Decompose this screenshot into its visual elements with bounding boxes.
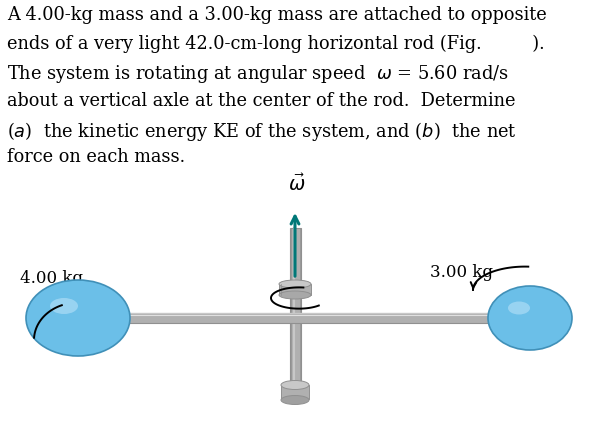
Text: The system is rotating at angular speed  $\omega$ = 5.60 rad/s: The system is rotating at angular speed … [7, 63, 509, 85]
Ellipse shape [50, 298, 78, 314]
Text: force on each mass.: force on each mass. [7, 149, 185, 166]
Text: ($a$)  the kinetic energy KE of the system, and ($b$)  the net: ($a$) the kinetic energy KE of the syste… [7, 120, 517, 143]
Text: A 4.00-kg mass and a 3.00-kg mass are attached to opposite: A 4.00-kg mass and a 3.00-kg mass are at… [7, 6, 547, 24]
Text: ends of a very light 42.0-cm-long horizontal rod (Fig.         ).: ends of a very light 42.0-cm-long horizo… [7, 35, 545, 53]
Ellipse shape [279, 291, 311, 299]
Bar [38, 313, 565, 323]
Text: $\vec{\omega}$: $\vec{\omega}$ [288, 174, 306, 195]
Text: 3.00 kg: 3.00 kg [430, 264, 493, 281]
Text: 4.00 kg: 4.00 kg [20, 270, 83, 287]
Bar [279, 284, 311, 295]
Bar [281, 385, 309, 399]
Ellipse shape [279, 280, 311, 288]
Text: about a vertical axle at the center of the rod.  Determine: about a vertical axle at the center of t… [7, 91, 516, 109]
Ellipse shape [281, 381, 309, 389]
Ellipse shape [508, 301, 530, 314]
Bar [289, 228, 300, 400]
Ellipse shape [488, 286, 572, 350]
Ellipse shape [281, 395, 309, 405]
Ellipse shape [26, 280, 130, 356]
